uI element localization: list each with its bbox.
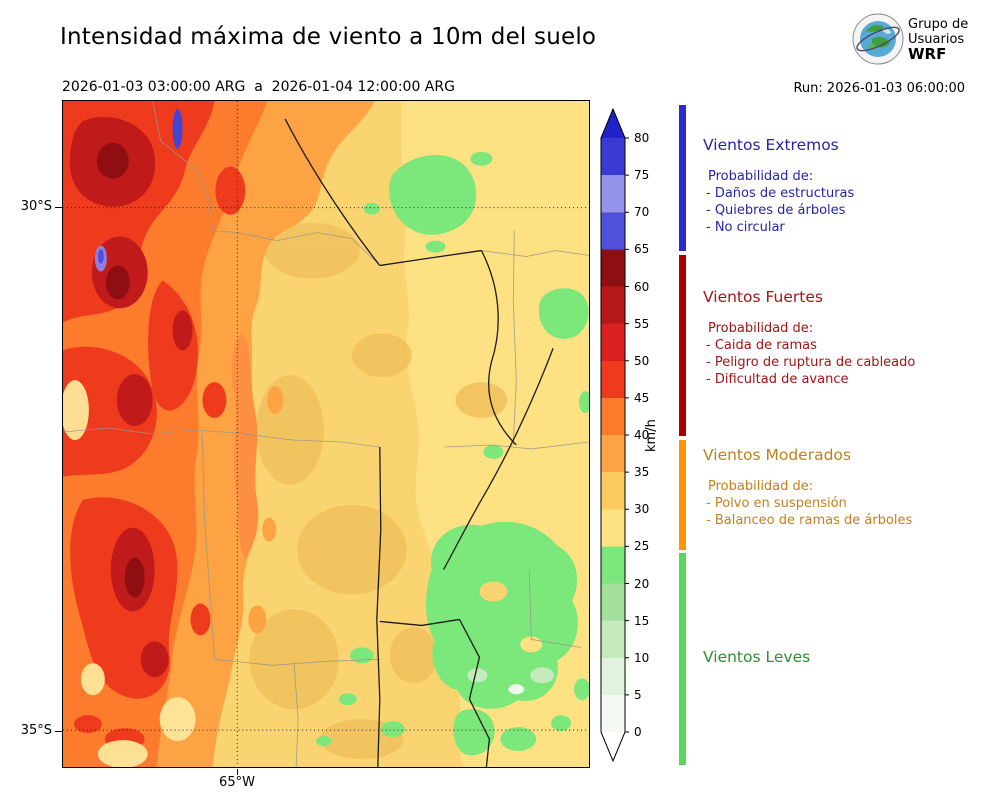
colorbar-tick-label: 0 [634, 725, 642, 739]
legend-title-extremos: Vientos Extremos [703, 136, 839, 154]
x-tick-mark [237, 769, 238, 775]
y-axis-tick-30s: 30°S [20, 199, 52, 214]
colorbar-tick-label: 35 [634, 465, 650, 480]
legend-strip-vientos-fuertes [679, 255, 686, 436]
legend-subtitle: Probabilidad de: [708, 321, 814, 336]
model-run-label: Run: 2026-01-03 06:00:00 [793, 81, 965, 96]
colorbar-svg [600, 107, 629, 763]
legend-block-extremos: Vientos Extremos Probabilidad de: - Daño… [703, 136, 988, 236]
legend-item: - Daños de estructuras [706, 186, 855, 201]
legend-block-fuertes: Vientos Fuertes Probabilidad de: - Caida… [703, 288, 988, 388]
x-axis-tick-65w: 65°W [219, 775, 255, 790]
colorbar-units-label: km/h [644, 419, 659, 452]
legend-item: - Polvo en suspensión [706, 496, 847, 511]
y-tick-mark [55, 207, 62, 208]
colorbar-tick-label: 75 [634, 168, 650, 183]
wrf-logo [852, 13, 904, 65]
legend-item: - Dificultad de avance [706, 372, 849, 387]
colorbar-tick-label: 60 [634, 279, 650, 294]
legend-strip-vientos-moderados [679, 440, 686, 550]
legend-item: - Caida de ramas [706, 338, 817, 353]
legend-title-fuertes: Vientos Fuertes [703, 288, 823, 306]
colorbar-tick-label: 30 [634, 502, 650, 517]
y-tick-mark [55, 731, 62, 732]
logo-line-1: Grupo de [908, 17, 969, 32]
logo-line-wrf: WRF [908, 45, 947, 63]
colorbar-tick-label: 10 [634, 650, 650, 665]
colorbar: 0 5 10 15 20 25 30 35 40 45 50 55 60 65 70 75 80 [600, 107, 662, 766]
colorbar-tick-label: 40 [634, 428, 650, 442]
colorbar-tick-label: 25 [634, 539, 650, 554]
wind-intensity-map [62, 100, 590, 768]
colorbar-tick-label: 5 [634, 687, 642, 702]
legend-subtitle: Probabilidad de: [708, 169, 814, 184]
colorbar-tick-label: 50 [634, 353, 650, 368]
page-title: Intensidad máxima de viento a 10m del su… [60, 24, 597, 50]
colorbar-tick-label: 45 [634, 390, 650, 405]
legend-strip-vientos-leves [679, 553, 686, 765]
y-axis-tick-35s: 35°S [20, 723, 52, 738]
logo-line-2: Usuarios [908, 32, 965, 47]
legend-block-moderados: Vientos Moderados Probabilidad de: - Pol… [703, 446, 988, 529]
colorbar-tick-label: 20 [634, 576, 650, 591]
globe-icon [852, 13, 904, 65]
legend-block-leves: Vientos Leves [703, 648, 988, 680]
legend-item: - Balanceo de ramas de árboles [706, 513, 913, 528]
colorbar-tick-label: 55 [634, 316, 650, 331]
wind-map-svg [63, 101, 589, 767]
legend-title-moderados: Vientos Moderados [703, 446, 851, 464]
legend-strip-vientos-extremos [679, 105, 686, 251]
legend-item: - No circular [706, 220, 785, 235]
legend-subtitle: Probabilidad de: [708, 479, 814, 494]
colorbar-tick-label: 15 [634, 613, 650, 628]
legend-item: - Peligro de ruptura de cableado [706, 355, 916, 370]
legend-title-leves: Vientos Leves [703, 648, 811, 666]
colorbar-tick-label: 80 [634, 131, 650, 145]
colorbar-tick-label: 65 [634, 242, 650, 257]
logo-text: Grupo de Usuarios WRF [908, 17, 968, 62]
colorbar-tick-label: 70 [634, 205, 650, 220]
valid-period: 2026-01-03 03:00:00 ARG a 2026-01-04 12:… [62, 79, 455, 95]
legend-item: - Quiebres de árboles [706, 203, 846, 218]
